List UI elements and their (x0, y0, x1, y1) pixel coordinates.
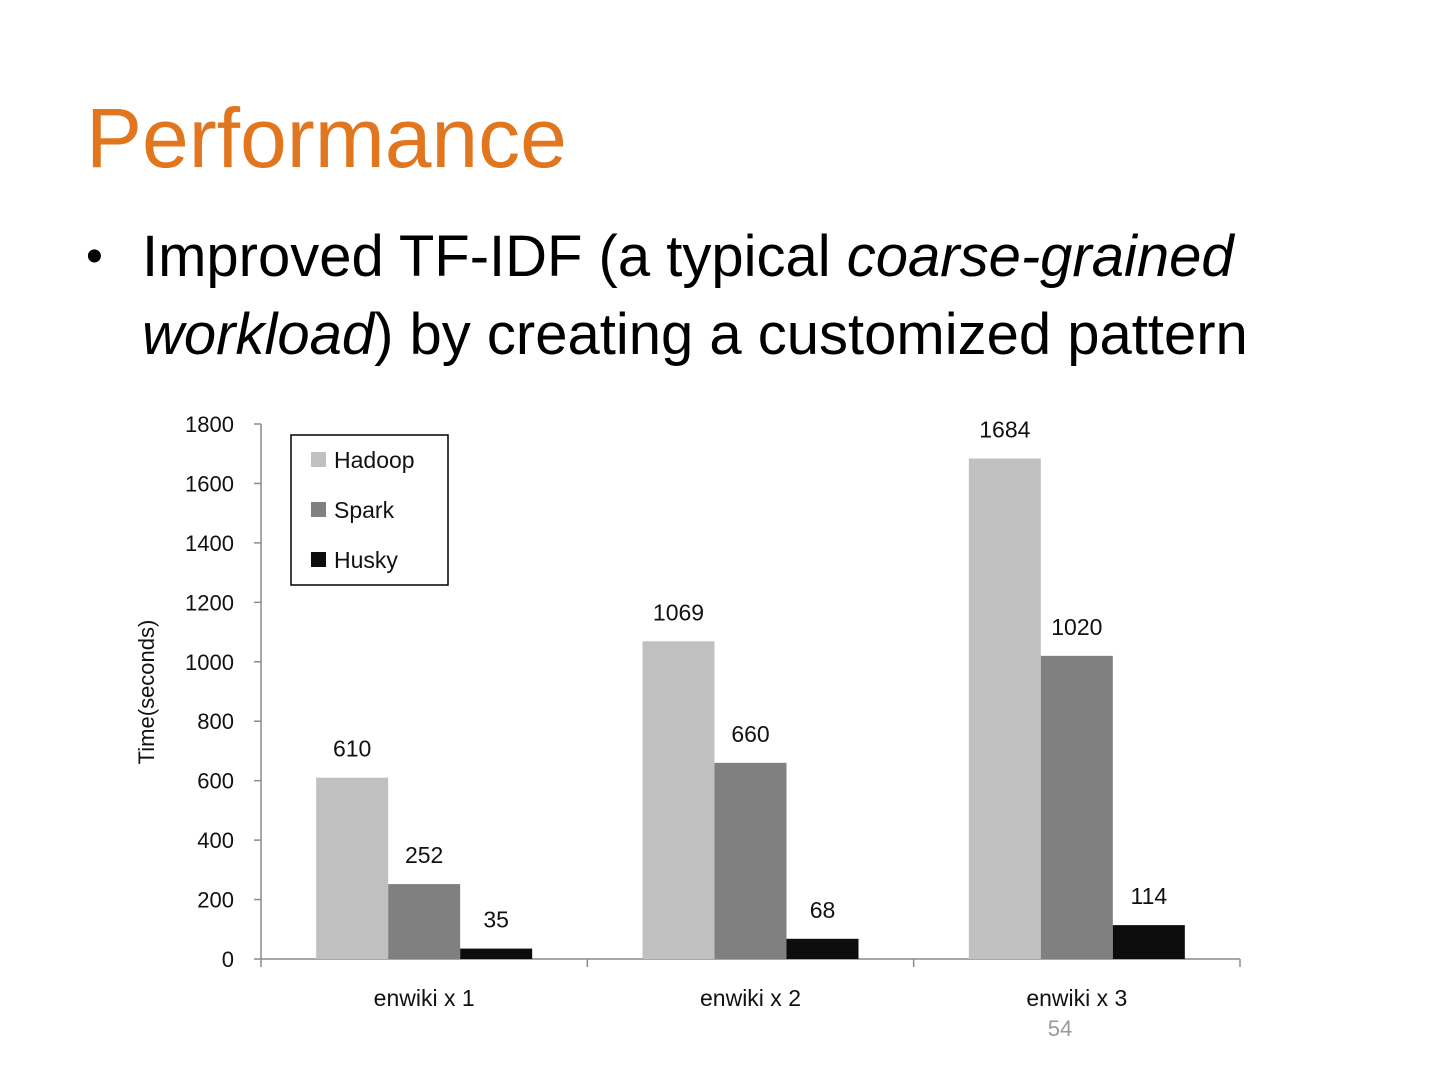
y-tick-label: 600 (197, 769, 234, 794)
bar-husky (460, 948, 533, 959)
data-label: 1069 (653, 599, 704, 625)
data-label: 610 (333, 736, 371, 762)
legend-label: Hadoop (334, 447, 415, 473)
data-labels: 610 252 35 1069 660 68 1684 1020 114 (333, 416, 1167, 932)
bar-spark (388, 884, 461, 959)
y-axis: 0 200 400 600 800 1000 1200 1400 1600 1800 (185, 412, 262, 972)
bar-hadoop (968, 458, 1041, 959)
bullet-line-1-text: Improved TF-IDF (a typical (142, 224, 847, 289)
data-label: 35 (483, 907, 509, 933)
legend-label: Spark (334, 497, 395, 523)
x-axis: enwiki x 1 enwiki x 2 enwiki x 3 (260, 958, 1241, 1011)
y-tick-label: 1600 (185, 471, 234, 496)
x-tick-label: enwiki x 2 (700, 985, 801, 1011)
bar-hadoop (316, 777, 389, 959)
bullet-line-1-italic: coarse-grained (846, 224, 1234, 289)
legend-swatch (311, 502, 326, 517)
y-tick-label: 1000 (185, 650, 234, 675)
y-tick-label: 400 (197, 828, 234, 853)
y-tick-label: 1400 (185, 531, 234, 556)
legend-swatch (311, 552, 326, 567)
bullet-line-2: workload) by creating a customized patte… (142, 296, 1248, 374)
y-tick-label: 1200 (185, 590, 234, 615)
bullet-line-2-text: ) by creating a customized pattern (374, 302, 1248, 367)
x-tick-label: enwiki x 1 (374, 985, 475, 1011)
y-tick-label: 800 (197, 709, 234, 734)
data-label: 660 (731, 721, 769, 747)
bar-husky (786, 938, 859, 959)
y-tick-label: 1800 (185, 412, 234, 437)
legend-label: Husky (334, 547, 398, 573)
legend-swatch (311, 452, 326, 467)
data-label: 68 (810, 897, 836, 923)
y-tick-label: 0 (222, 947, 234, 972)
bar-spark (714, 762, 787, 959)
bullet-line-1: Improved TF-IDF (a typical coarse-graine… (142, 218, 1234, 296)
bar-spark (1040, 655, 1113, 959)
bars (316, 458, 1185, 959)
y-tick-label: 200 (197, 888, 234, 913)
slide-title: Performance (86, 91, 567, 185)
data-label: 1684 (979, 416, 1030, 442)
data-label: 114 (1130, 883, 1167, 909)
bullet-line-2-italic: workload (142, 302, 375, 367)
bar-hadoop (642, 641, 715, 959)
bar-husky (1112, 925, 1185, 959)
data-label: 252 (405, 842, 443, 868)
data-label: 1020 (1051, 614, 1102, 640)
legend: Hadoop Spark Husky (290, 434, 449, 586)
bullet-dot: • (86, 230, 103, 283)
y-axis-title: Time(seconds) (134, 620, 159, 765)
x-tick-label: enwiki x 3 (1026, 985, 1127, 1011)
page-number: 54 (1047, 1016, 1073, 1041)
